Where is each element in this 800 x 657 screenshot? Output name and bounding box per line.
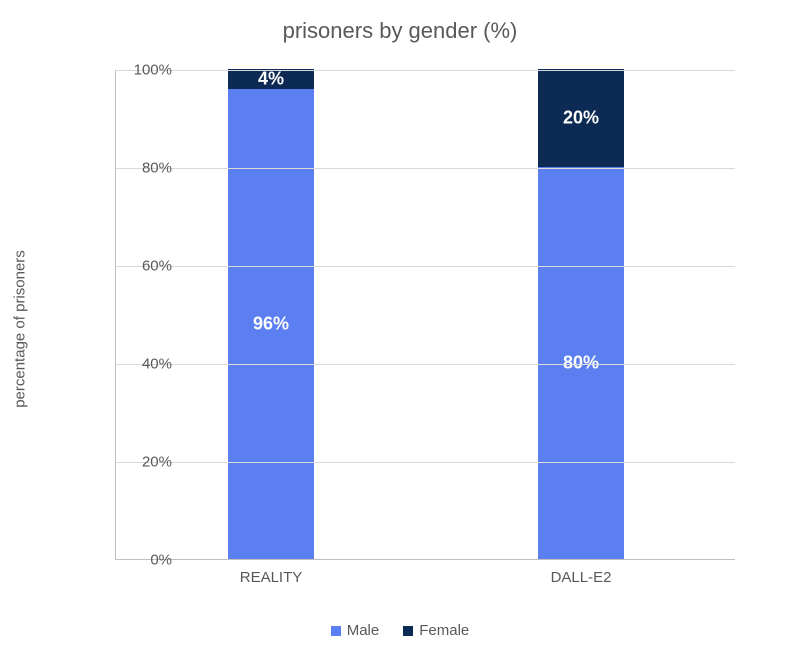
bar-segment: 20% xyxy=(538,69,625,167)
y-tick-label: 20% xyxy=(112,454,172,471)
bar-segment: 80% xyxy=(538,167,625,559)
legend-label: Male xyxy=(347,622,380,639)
grid-line xyxy=(116,70,735,71)
bar-data-label: 96% xyxy=(228,313,315,334)
y-tick-label: 40% xyxy=(112,356,172,373)
y-axis-label: percentage of prisoners xyxy=(12,250,29,408)
x-tick-label: REALITY xyxy=(116,569,426,586)
grid-line xyxy=(116,462,735,463)
bar-data-label: 80% xyxy=(538,353,625,374)
y-tick-label: 60% xyxy=(112,258,172,275)
legend-item: Female xyxy=(403,622,469,639)
grid-line xyxy=(116,168,735,169)
y-tick-label: 100% xyxy=(112,62,172,79)
bar-segment: 4% xyxy=(228,69,315,89)
grid-line xyxy=(116,266,735,267)
grid-line xyxy=(116,364,735,365)
legend-label: Female xyxy=(419,622,469,639)
bars-layer: 96% 4% 80% 20% xyxy=(116,70,735,559)
chart-title: prisoners by gender (%) xyxy=(0,18,800,44)
bar-group: 96% 4% xyxy=(228,70,315,559)
x-tick-label: DALL-E2 xyxy=(426,569,736,586)
legend-item: Male xyxy=(331,622,380,639)
y-tick-label: 80% xyxy=(112,160,172,177)
legend: Male Female xyxy=(0,622,800,639)
bar-segment: 96% xyxy=(228,89,315,559)
legend-swatch xyxy=(331,626,341,636)
legend-swatch xyxy=(403,626,413,636)
bar-data-label: 4% xyxy=(228,68,315,89)
plot-area: 96%4%80%20% REALITYDALL-E2 xyxy=(115,70,735,560)
bar-group: 80% 20% xyxy=(538,70,625,559)
y-tick-label: 0% xyxy=(112,552,172,569)
bar-data-label: 20% xyxy=(538,108,625,129)
chart-container: prisoners by gender (%) percentage of pr… xyxy=(0,0,800,657)
